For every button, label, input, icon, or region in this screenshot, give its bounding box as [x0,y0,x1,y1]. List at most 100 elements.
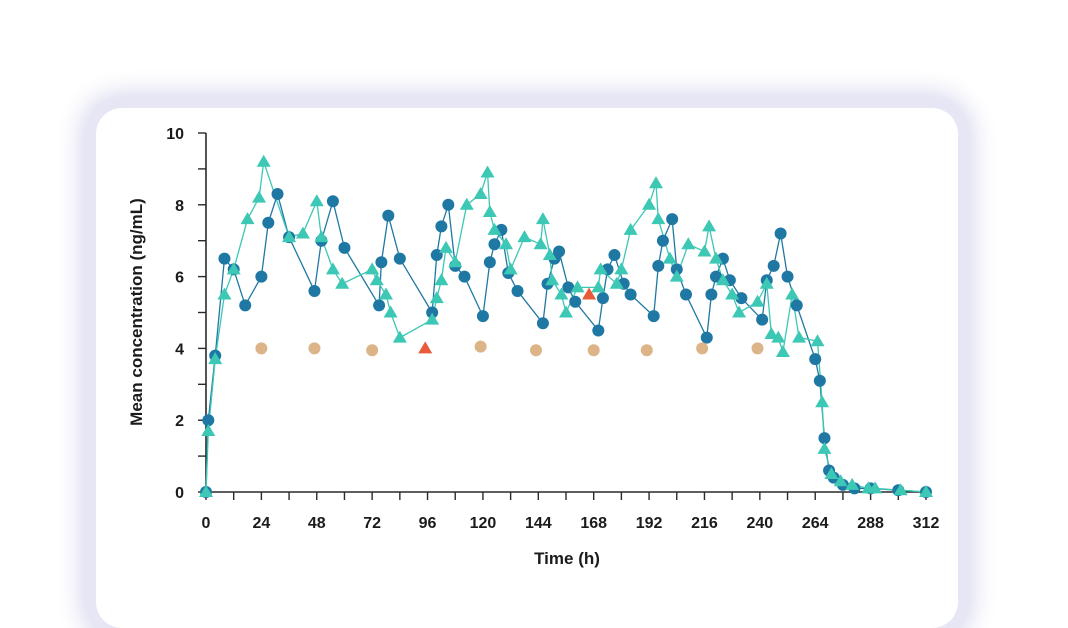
series-2-point [335,276,350,289]
x-tick-label: 192 [636,515,663,532]
series-1-point [790,299,803,312]
series-1-point [700,331,713,344]
y-axis-title: Mean concentration (ng/mL) [127,198,146,426]
series-2-point [533,237,548,250]
series-1-point [483,256,496,269]
series-1-point [255,270,268,283]
y-tick-label: 2 [175,413,184,430]
series-2-point [662,251,677,264]
series-1-point [781,270,794,283]
tan-marker [640,344,653,357]
x-tick-label: 0 [202,515,211,532]
y-tick-label: 0 [175,485,184,502]
y-tick-label: 6 [175,270,184,287]
series-2-point [309,194,324,207]
series-1-point [393,252,406,265]
series-1-point [218,252,231,265]
y-tick-label: 8 [175,198,184,215]
series-2-point [535,212,550,225]
series-2-point [709,251,723,264]
x-tick-label: 48 [308,515,326,532]
series-2-point [240,212,255,225]
series-2-point [833,474,848,487]
series-2-point [750,294,765,307]
series-line-1 [205,191,927,493]
tan-marker [366,344,379,357]
series-2-point [295,226,310,239]
series-2-point [282,230,297,243]
y-tick-label: 10 [166,126,184,143]
series-2-point [201,423,216,436]
x-tick-label: 72 [363,515,381,532]
series-2-point [429,291,444,304]
series-2-point [439,240,453,253]
series-2-point [517,230,532,243]
series-2-point [697,244,712,257]
series-1-point [624,288,637,301]
series-1-point [647,310,660,323]
series-2-point [199,485,213,497]
series-2-point [503,262,518,275]
series-2-point [815,395,830,408]
x-tick-label: 264 [802,515,829,532]
series-2-point [669,269,684,282]
series-2-point [256,154,271,167]
series-2-point [591,280,606,293]
series-2-point [554,287,569,300]
series-2-point [868,481,883,494]
series-2-point [702,219,717,232]
tan-marker [587,344,600,357]
series-1-point [596,292,609,305]
x-tick-label: 96 [419,515,437,532]
series-2-point [732,305,747,318]
series-2-point [771,330,786,343]
chart-card [96,108,958,628]
x-axis-title: Time (h) [534,549,600,568]
series-2-point [325,262,340,275]
series-2-point [425,312,440,325]
x-tick-label: 144 [525,515,552,532]
series-2-point [365,262,380,275]
series-1-point [382,209,395,222]
series-2-point [252,190,267,203]
series-1-point [536,317,549,330]
series-2-point [810,334,825,347]
series-2-point [314,230,329,243]
series-2-point [570,280,585,293]
series-1-point [705,288,718,301]
series-1-point [308,284,321,297]
series-1-point [511,284,524,297]
series-2-point [434,273,449,286]
series-2-point [792,330,807,343]
series-2-point [542,248,557,261]
tan-marker [530,344,542,357]
series-2-point [459,197,474,210]
series-2-point [559,305,573,318]
series-2-point [642,197,657,210]
series-2-point [845,477,860,490]
series-2-point [392,330,407,343]
series-1-point [271,188,284,201]
series-2-point [824,467,839,480]
series-1-point [338,241,351,254]
series-1-point [735,292,748,305]
series-2-point [817,441,832,454]
tan-marker [308,342,321,355]
series-1-point [809,353,822,366]
series-line-2 [205,161,927,493]
x-tick-label: 120 [470,515,497,532]
series-1-point [262,216,275,229]
series-1-point [202,414,215,427]
series-2-point [715,273,730,286]
series-2-point [482,204,497,217]
series-2-point [383,305,398,318]
series-1-point [488,238,501,251]
red-marker [582,287,597,300]
series-2-point [919,485,933,497]
x-tick-label: 240 [746,515,773,532]
x-tick-label: 24 [252,515,270,532]
series-2-point [379,287,393,300]
series-2-point [487,222,502,235]
series-1-point [476,310,489,323]
series-1-point [608,249,621,262]
